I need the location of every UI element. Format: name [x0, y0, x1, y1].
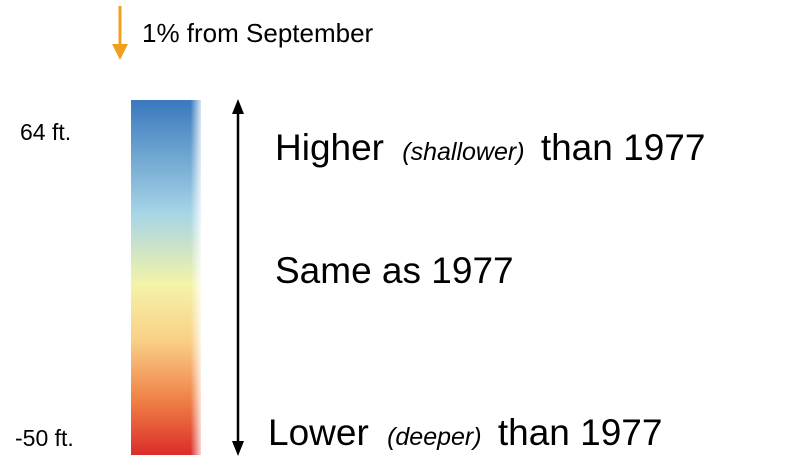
lower-main: Lower — [268, 412, 369, 453]
lower-note: (deeper) — [387, 423, 482, 451]
color-bar-fade — [131, 100, 201, 455]
higher-note: (shallower) — [402, 138, 524, 166]
lower-text: Lower (deeper) than 1977 — [268, 412, 662, 453]
higher-text: Higher (shallower) than 1977 — [275, 127, 705, 168]
lower-suffix: than 1977 — [498, 412, 663, 453]
higher-suffix: than 1977 — [541, 127, 706, 168]
double-arrow — [232, 99, 244, 456]
change-label: 1% from September — [142, 18, 374, 48]
max-label: 64 ft. — [20, 119, 71, 145]
change-arrow — [112, 6, 128, 60]
same-text: Same as 1977 — [275, 250, 514, 291]
higher-main: Higher — [275, 127, 384, 168]
min-label: -50 ft. — [15, 425, 74, 451]
